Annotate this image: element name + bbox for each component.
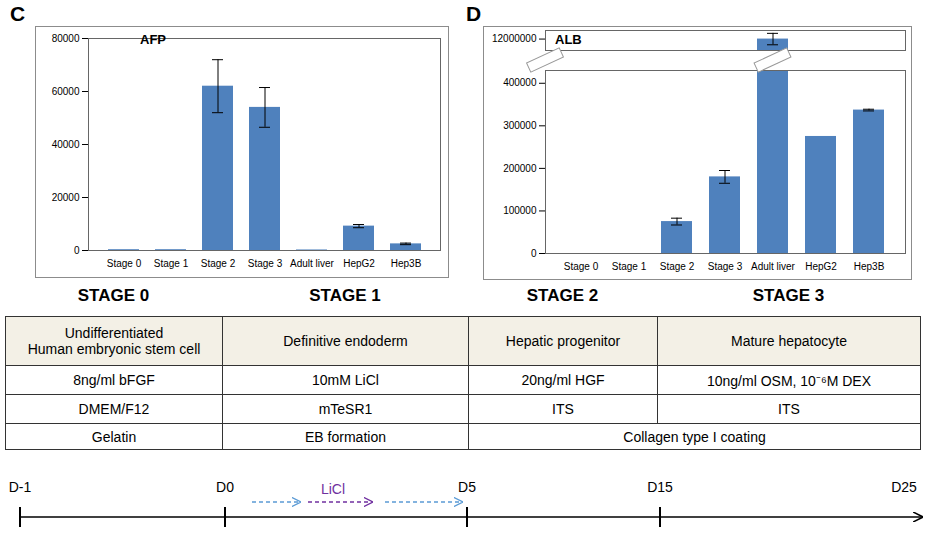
svg-text:60000: 60000 [52, 86, 80, 97]
svg-text:Stage 2: Stage 2 [201, 258, 236, 269]
html-text:STAGE 2: STAGE 2 [526, 286, 599, 305]
svg-text:D5: D5 [458, 479, 476, 495]
html-text:Collagen type I coating: Collagen type I coating [623, 428, 766, 445]
svg-text:D-1: D-1 [9, 479, 32, 495]
svg-text:20000: 20000 [52, 192, 80, 203]
html-text:Undifferentiated Human embryon: Undifferentiated Human embryonic stem ce… [27, 325, 201, 357]
svg-text:Stage 1: Stage 1 [154, 258, 189, 269]
html-text:8ng/ml bFGF: 8ng/ml bFGF [73, 372, 155, 388]
svg-text:400000: 400000 [503, 77, 537, 88]
svg-text:D0: D0 [216, 479, 234, 495]
svg-text:D25: D25 [891, 479, 917, 495]
html-text:AFP: AFP [140, 32, 166, 47]
svg-text:300000: 300000 [503, 120, 537, 131]
html-text:STAGE 1: STAGE 1 [309, 286, 381, 305]
html-text:ITS: ITS [778, 401, 800, 417]
svg-text:Stage 0: Stage 0 [107, 258, 142, 269]
svg-text:LiCl: LiCl [321, 481, 345, 497]
html-text:Gelatin: Gelatin [91, 428, 137, 445]
svg-text:40000: 40000 [52, 139, 80, 150]
svg-text:Stage 3: Stage 3 [248, 258, 283, 269]
html-text:D: D [466, 2, 482, 25]
svg-text:HepG2: HepG2 [805, 261, 837, 272]
svg-text:Stage 0: Stage 0 [564, 261, 599, 272]
html-text:C: C [10, 2, 26, 25]
html-text:Hepatic progenitor: Hepatic progenitor [505, 333, 621, 349]
svg-text:Adult liver: Adult liver [290, 258, 335, 269]
html-text:ITS: ITS [552, 401, 574, 417]
svg-text:0: 0 [531, 248, 537, 259]
svg-text:HepG2: HepG2 [343, 258, 375, 269]
html-text:STAGE 3: STAGE 3 [752, 286, 825, 305]
html-text:10ng/ml OSM, 10⁻⁶M DEX: 10ng/ml OSM, 10⁻⁶M DEX [707, 372, 871, 389]
svg-text:D15: D15 [647, 479, 673, 495]
svg-text:Stage 3: Stage 3 [708, 261, 743, 272]
svg-text:0: 0 [74, 245, 80, 256]
html-text:ALB: ALB [555, 32, 582, 47]
svg-text:12000000: 12000000 [492, 33, 537, 44]
html-text:Mature hepatocyte: Mature hepatocyte [731, 333, 847, 349]
html-text:20ng/ml HGF: 20ng/ml HGF [521, 372, 605, 388]
svg-text:200000: 200000 [503, 163, 537, 174]
svg-text:Hep3B: Hep3B [854, 261, 885, 272]
html-text:10mM LiCl: 10mM LiCl [312, 372, 379, 388]
svg-text:Stage 1: Stage 1 [612, 261, 647, 272]
svg-text:Stage 2: Stage 2 [660, 261, 695, 272]
svg-text:Adult liver: Adult liver [751, 261, 796, 272]
svg-text:80000: 80000 [52, 33, 80, 44]
svg-text:Hep3B: Hep3B [391, 258, 422, 269]
html-text:STAGE 0: STAGE 0 [77, 286, 150, 305]
svg-text:100000: 100000 [503, 205, 537, 216]
html-text:mTeSR1: mTeSR1 [318, 401, 373, 417]
html-text:Definitive endoderm: Definitive endoderm [283, 333, 408, 349]
html-text:EB formation: EB formation [305, 428, 386, 445]
html-text:DMEM/F12: DMEM/F12 [78, 401, 150, 417]
